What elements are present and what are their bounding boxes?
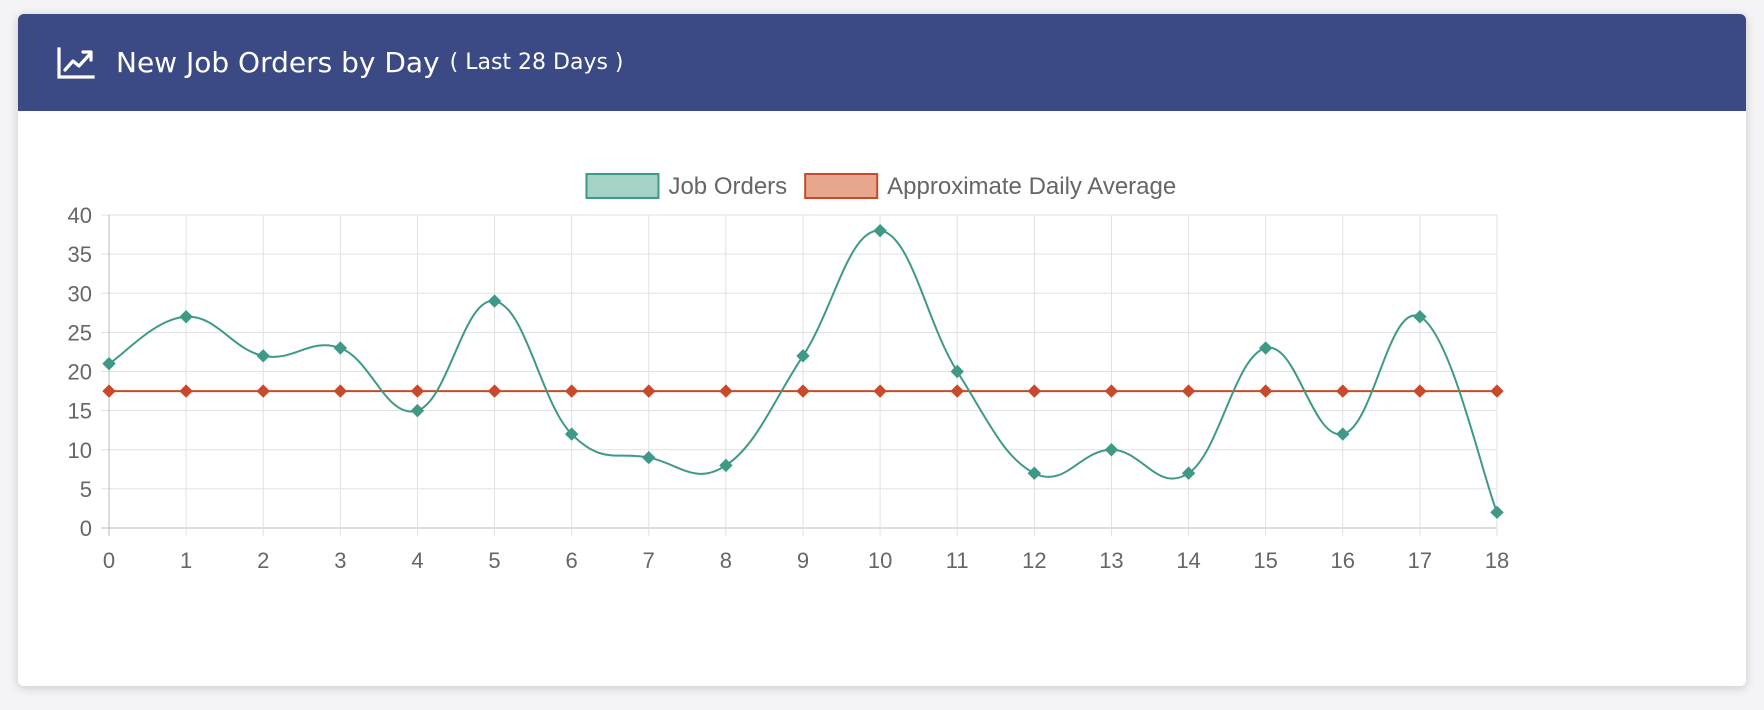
x-tick-label: 6 <box>566 548 578 573</box>
legend: Job Orders Approximate Daily Average <box>585 173 1176 200</box>
daily-average-data-point <box>256 384 270 398</box>
x-tick-label: 8 <box>720 548 732 573</box>
job-orders-data-point <box>256 349 270 363</box>
x-tick-label: 4 <box>411 548 423 573</box>
daily-average-data-point <box>1490 384 1504 398</box>
x-tick-label: 13 <box>1099 548 1123 573</box>
daily-average-data-point <box>487 384 502 398</box>
daily-average-data-point <box>410 384 425 398</box>
daily-average-data-point <box>564 384 579 398</box>
card-header: New Job Orders by Day ( Last 28 Days ) <box>18 14 1746 111</box>
job-orders-data-point <box>179 310 193 324</box>
job-orders-data-point <box>333 341 348 355</box>
x-tick-label: 9 <box>797 548 809 573</box>
job-orders-data-point <box>1336 427 1350 441</box>
y-tick-label: 40 <box>68 203 92 228</box>
job-orders-data-point <box>410 403 425 418</box>
x-tick-label: 5 <box>488 548 500 573</box>
job-orders-data-point <box>564 427 579 441</box>
line-chart-icon <box>57 46 95 79</box>
daily-average-data-point <box>719 384 733 398</box>
job-orders-card: New Job Orders by Day ( Last 28 Days ) 0… <box>18 14 1746 686</box>
x-tick-label: 12 <box>1022 548 1046 573</box>
job-orders-data-point <box>873 223 887 238</box>
x-tick-label: 2 <box>257 548 269 573</box>
x-tick-label: 16 <box>1331 548 1355 573</box>
grid <box>101 214 1498 536</box>
y-tick-label: 25 <box>68 320 92 345</box>
job-orders-legend-swatch <box>585 173 660 199</box>
job-orders-data-point <box>950 364 964 379</box>
series <box>102 223 1504 520</box>
job-orders-data-point <box>1490 505 1504 520</box>
daily-average-data-point <box>642 384 656 398</box>
x-tick-label: 1 <box>180 548 192 573</box>
x-tick-label: 18 <box>1485 548 1509 573</box>
job-orders-data-point <box>1027 466 1042 480</box>
y-tick-label: 0 <box>80 516 92 541</box>
y-tick-label: 15 <box>68 399 92 424</box>
daily-average-data-point <box>1413 384 1427 398</box>
job-orders-series-line <box>108 229 1498 513</box>
job-orders-data-point <box>1181 466 1196 480</box>
x-tick-label: 0 <box>103 548 115 573</box>
daily-average-data-point <box>1181 384 1196 398</box>
job-orders-data-point <box>487 294 502 308</box>
daily-average-data-point <box>1104 384 1119 398</box>
daily-average-data-point <box>1258 384 1273 398</box>
job-orders-data-point <box>1413 310 1427 324</box>
job-orders-data-point <box>796 349 810 363</box>
daily-average-data-point <box>333 384 348 398</box>
y-tick-label: 30 <box>68 281 92 306</box>
job-orders-data-point <box>102 356 116 371</box>
job-orders-legend-label: Job Orders <box>668 173 787 200</box>
x-tick-label: 7 <box>643 548 655 573</box>
daily-average-data-point <box>102 384 116 398</box>
daily-average-data-point <box>1027 384 1042 398</box>
job-orders-data-point <box>1104 443 1119 457</box>
y-tick-label: 20 <box>68 360 92 385</box>
daily-average-legend-label: Approximate Daily Average <box>887 173 1176 200</box>
x-tick-label: 14 <box>1176 548 1200 573</box>
daily-average-data-point <box>179 384 193 398</box>
daily-average-data-point <box>1336 384 1350 398</box>
x-tick-label: 10 <box>868 548 892 573</box>
daily-average-data-point <box>950 384 964 398</box>
y-tick-label: 5 <box>80 477 92 502</box>
job-orders-data-point <box>1258 341 1273 355</box>
x-tick-label: 3 <box>334 548 346 573</box>
daily-average-data-point <box>796 384 810 398</box>
job-orders-data-point <box>719 458 733 473</box>
x-tick-label: 15 <box>1253 548 1277 573</box>
x-tick-label: 17 <box>1408 548 1432 573</box>
daily-average-legend-swatch <box>804 173 879 199</box>
job-orders-data-point <box>642 450 656 465</box>
chart-area: 0 5 10 15 20 25 30 35 40 0 1 2 3 4 5 6 7 8 9 10 11 12 13 14 15 16… <box>18 111 1746 686</box>
y-tick-label: 10 <box>68 438 92 463</box>
card-title: New Job Orders by Day <box>116 46 440 79</box>
x-tick-label: 11 <box>946 548 969 573</box>
daily-average-data-point <box>873 384 887 398</box>
card-subtitle: ( Last 28 Days ) <box>449 50 624 75</box>
y-tick-label: 35 <box>68 242 92 267</box>
